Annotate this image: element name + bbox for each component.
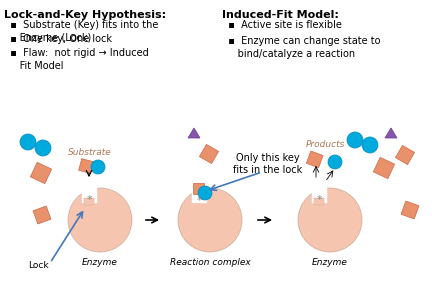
Circle shape bbox=[35, 140, 51, 156]
FancyBboxPatch shape bbox=[312, 182, 326, 202]
FancyBboxPatch shape bbox=[84, 198, 94, 205]
FancyBboxPatch shape bbox=[306, 151, 323, 168]
Text: ▪  Enzyme can change state to
     bind/catalyze a reaction: ▪ Enzyme can change state to bind/cataly… bbox=[222, 36, 381, 59]
FancyBboxPatch shape bbox=[401, 201, 419, 219]
FancyBboxPatch shape bbox=[192, 182, 206, 202]
FancyBboxPatch shape bbox=[395, 145, 415, 164]
FancyBboxPatch shape bbox=[82, 182, 96, 202]
Text: ▪  Active site is flexible: ▪ Active site is flexible bbox=[222, 20, 342, 30]
Text: ▪  Substrate (Key) fits into the
     Enzyme (Lock): ▪ Substrate (Key) fits into the Enzyme (… bbox=[4, 20, 159, 43]
Polygon shape bbox=[188, 128, 200, 138]
Circle shape bbox=[298, 188, 362, 252]
Circle shape bbox=[91, 160, 105, 174]
FancyBboxPatch shape bbox=[33, 206, 51, 224]
Text: ▪  One key, One lock: ▪ One key, One lock bbox=[4, 34, 112, 44]
Circle shape bbox=[347, 132, 363, 148]
FancyBboxPatch shape bbox=[373, 157, 394, 179]
Text: Lock-and-Key Hypothesis:: Lock-and-Key Hypothesis: bbox=[4, 10, 166, 20]
FancyBboxPatch shape bbox=[193, 183, 204, 194]
Text: Products: Products bbox=[305, 140, 345, 149]
Text: Reaction complex: Reaction complex bbox=[170, 258, 251, 267]
Text: Induced-Fit Model:: Induced-Fit Model: bbox=[222, 10, 339, 20]
FancyBboxPatch shape bbox=[30, 162, 52, 184]
Text: ▪  Flaw:  not rigid → Induced
     Fit Model: ▪ Flaw: not rigid → Induced Fit Model bbox=[4, 48, 149, 71]
FancyBboxPatch shape bbox=[79, 159, 93, 173]
Circle shape bbox=[68, 188, 132, 252]
Text: Substrate: Substrate bbox=[68, 148, 112, 157]
FancyBboxPatch shape bbox=[200, 145, 219, 164]
Circle shape bbox=[362, 137, 378, 153]
Text: Only this key
fits in the lock: Only this key fits in the lock bbox=[233, 153, 303, 175]
FancyBboxPatch shape bbox=[314, 198, 324, 205]
Circle shape bbox=[198, 186, 212, 200]
Polygon shape bbox=[385, 128, 397, 138]
Text: Enzyme: Enzyme bbox=[82, 258, 118, 267]
Text: *: * bbox=[316, 195, 322, 205]
Text: *: * bbox=[86, 195, 92, 205]
Text: *: * bbox=[196, 196, 202, 206]
Circle shape bbox=[178, 188, 242, 252]
Text: Lock: Lock bbox=[28, 262, 49, 270]
Circle shape bbox=[20, 134, 36, 150]
Circle shape bbox=[328, 155, 342, 169]
Text: Enzyme: Enzyme bbox=[312, 258, 348, 267]
